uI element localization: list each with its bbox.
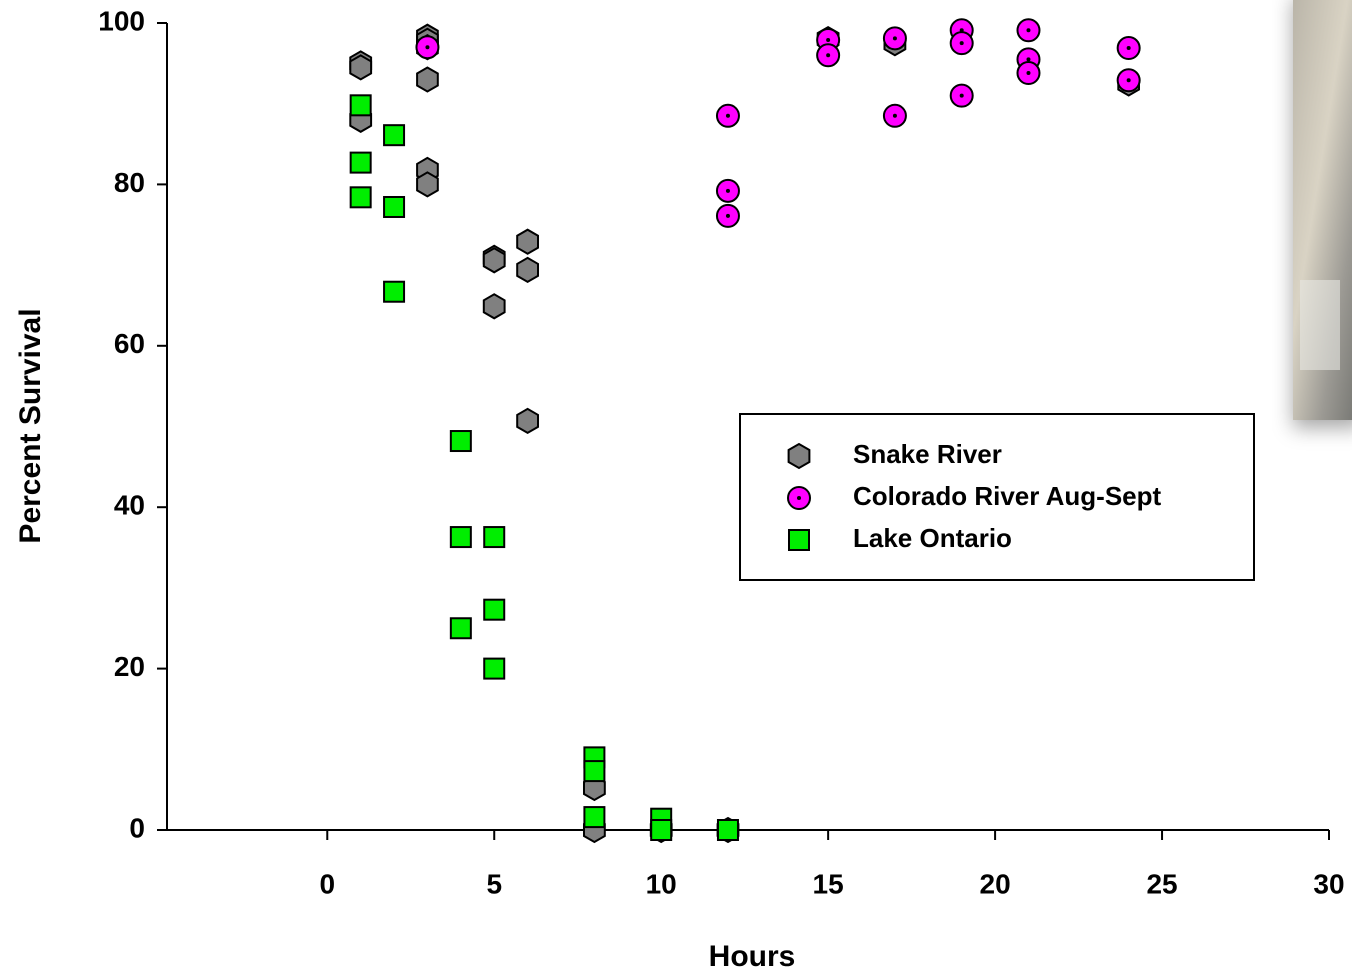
- y-tick-label: 100: [98, 5, 145, 36]
- x-tick-label: 10: [646, 868, 677, 899]
- point: [416, 66, 439, 93]
- point-dot: [826, 37, 831, 42]
- legend-label: Colorado River Aug-Sept: [853, 481, 1162, 511]
- x-tick-label: 25: [1146, 868, 1177, 899]
- point-dot: [725, 188, 730, 193]
- point: [416, 171, 439, 198]
- legend-swatch: [788, 529, 810, 551]
- point-dot: [1026, 28, 1031, 33]
- legend-swatch: [787, 442, 811, 470]
- point: [349, 94, 372, 117]
- point-dot: [725, 213, 730, 218]
- point-dot: [797, 496, 801, 500]
- x-tick-label: 0: [319, 868, 335, 899]
- x-tick-label: 20: [980, 868, 1011, 899]
- point: [516, 228, 539, 255]
- point: [383, 280, 406, 303]
- x-tick-label: 5: [486, 868, 502, 899]
- point: [583, 760, 606, 783]
- x-tick-label: 15: [813, 868, 844, 899]
- point-dot: [959, 41, 964, 46]
- point: [516, 256, 539, 284]
- point-dot: [826, 53, 831, 58]
- point-dot: [892, 36, 897, 41]
- point-dot: [1126, 46, 1131, 51]
- y-tick-label: 80: [114, 167, 145, 198]
- point: [383, 124, 406, 147]
- plot-area: 0 20 40 60 80 100 0 5 10 15 20 25 30: [98, 5, 1344, 899]
- x-axis-title: Hours: [709, 940, 796, 973]
- point: [482, 293, 506, 320]
- point: [716, 819, 739, 841]
- y-tick-label: 60: [114, 328, 145, 359]
- point: [583, 806, 606, 829]
- point: [349, 186, 372, 209]
- x-tick-label: 30: [1313, 868, 1344, 899]
- legend-box: [739, 413, 1255, 581]
- point: [483, 526, 506, 549]
- point: [383, 195, 406, 218]
- y-axis-title: Percent Survival: [14, 308, 47, 543]
- legend-label: Snake River: [853, 439, 1002, 469]
- point-dot: [1026, 71, 1031, 76]
- point-dot: [959, 93, 964, 98]
- point: [483, 657, 506, 680]
- point-dot: [1126, 78, 1131, 83]
- y-tick-label: 40: [114, 490, 145, 521]
- point-dot: [892, 113, 897, 118]
- point: [482, 247, 506, 274]
- photo-detail: [1300, 280, 1340, 370]
- legend-label: Lake Ontario: [853, 523, 1012, 553]
- point: [449, 526, 472, 549]
- point: [516, 407, 539, 435]
- point-dot: [725, 113, 730, 118]
- point: [483, 598, 506, 621]
- point-dot: [1026, 57, 1031, 62]
- y-tick-label: 20: [114, 651, 145, 682]
- point: [349, 54, 373, 81]
- point: [349, 151, 372, 174]
- y-tick-label: 0: [129, 812, 145, 843]
- point: [449, 430, 472, 453]
- point-dot: [425, 45, 430, 50]
- point: [650, 819, 673, 841]
- point: [449, 617, 472, 640]
